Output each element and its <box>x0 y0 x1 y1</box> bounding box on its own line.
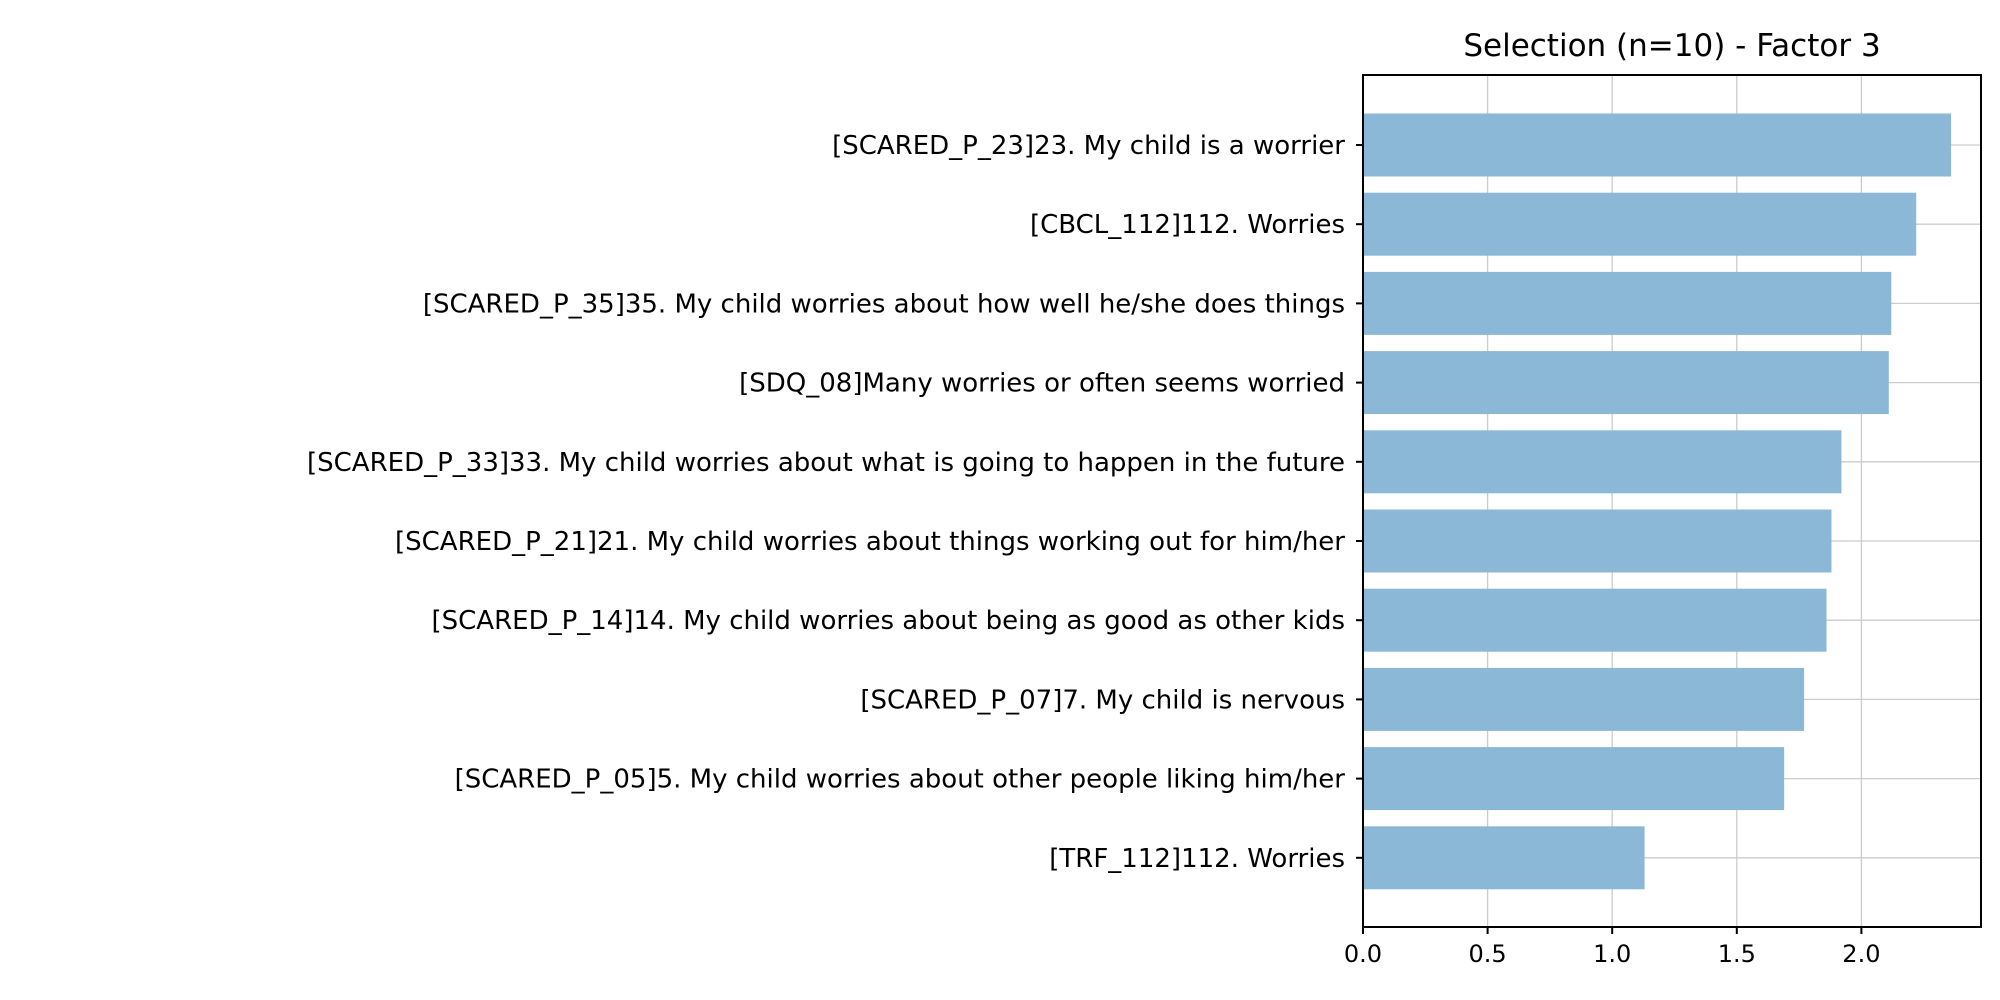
bar <box>1363 351 1889 415</box>
x-tick-label: 1.5 <box>1718 940 1756 968</box>
x-tick-label: 2.0 <box>1842 940 1880 968</box>
category-label: [SCARED_P_05]5. My child worries about o… <box>455 765 1346 795</box>
plot-frame <box>1362 74 1982 928</box>
bar <box>1363 430 1842 494</box>
category-label: [SCARED_P_35]35. My child worries about … <box>423 289 1345 319</box>
x-axis-ticks: 0.0 0.5 1.0 1.5 2.0 <box>1344 144 1880 968</box>
bar <box>1363 509 1832 573</box>
x-tick-label: 1.0 <box>1593 940 1631 968</box>
category-label: [SCARED_P_33]33. My child worries about … <box>307 448 1345 478</box>
bar <box>1363 271 1892 335</box>
category-label: [SCARED_P_07]7. My child is nervous <box>860 685 1345 715</box>
chart-title: Selection (n=10) - Factor 3 <box>1463 28 1880 64</box>
x-tick-label: 0.0 <box>1344 940 1382 968</box>
category-label: [SCARED_P_14]14. My child worries about … <box>431 606 1345 636</box>
category-label: [CBCL_112]112. Worries <box>1030 210 1345 240</box>
bar <box>1363 192 1917 256</box>
x-tick-label: 0.5 <box>1469 940 1507 968</box>
category-label: [SCARED_P_23]23. My child is a worrier <box>832 131 1345 161</box>
bar <box>1363 747 1785 811</box>
category-label: [SDQ_08]Many worries or often seems worr… <box>739 369 1345 399</box>
category-label: [TRF_112]112. Worries <box>1049 844 1345 874</box>
bar <box>1363 113 1952 177</box>
bar <box>1363 667 1805 731</box>
bar <box>1363 588 1827 652</box>
bar <box>1363 826 1645 890</box>
category-label: [SCARED_P_21]21. My child worries about … <box>395 527 1345 557</box>
category-labels: [SCARED_P_23]23. My child is a worrier [C… <box>307 131 1345 874</box>
bars <box>1363 113 1952 890</box>
